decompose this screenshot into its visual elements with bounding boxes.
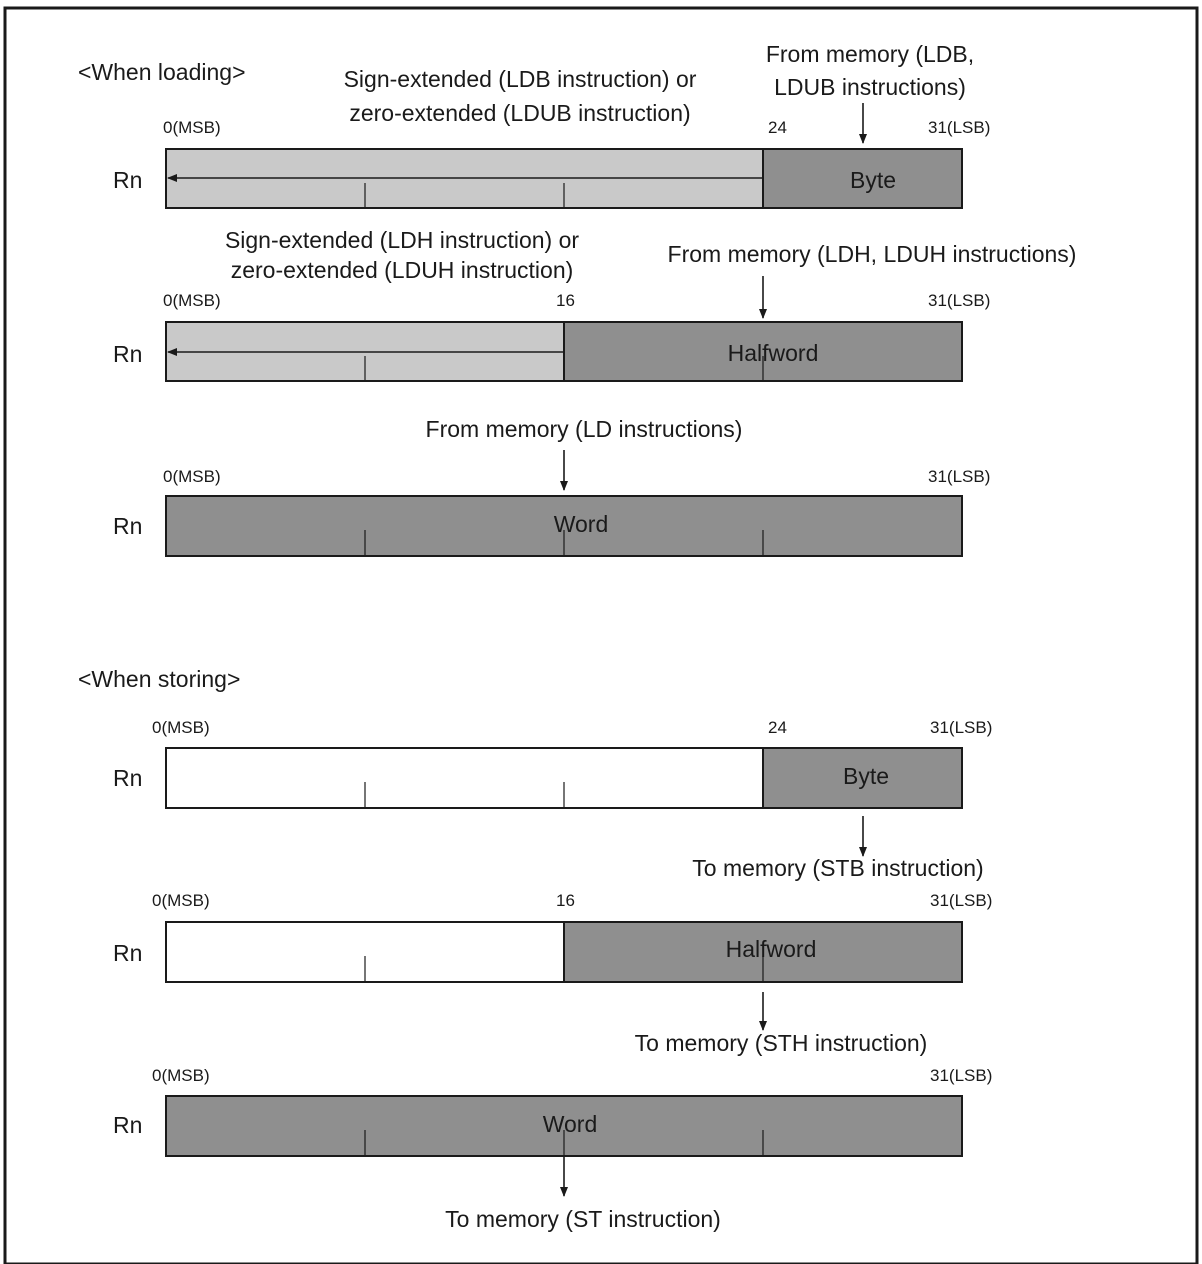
store-halfword-group: 0(MSB) 16 31(LSB) Rn Halfword To memory …: [113, 891, 992, 1056]
bit-label-lsb: 31(LSB): [928, 291, 990, 310]
register-byte-segment: [762, 148, 963, 209]
diagram-frame: [3, 6, 1199, 1264]
register-label: Rn: [113, 1112, 142, 1138]
load-byte-group: Sign-extended (LDB instruction) or zero-…: [113, 41, 990, 209]
bit-label-24: 24: [768, 718, 787, 737]
load-byte-extend-line1: Sign-extended (LDB instruction) or: [344, 66, 697, 92]
load-halfword-source: From memory (LDH, LDUH instructions): [668, 241, 1077, 267]
register-byte-segment: [762, 747, 963, 809]
load-halfword-group: Sign-extended (LDH instruction) or zero-…: [113, 227, 1077, 382]
load-byte-extend-line2: zero-extended (LDUB instruction): [349, 100, 690, 126]
bit-label-msb: 0(MSB): [152, 718, 210, 737]
store-byte-destination: To memory (STB instruction): [692, 855, 983, 881]
bit-label-msb: 0(MSB): [152, 1066, 210, 1085]
store-word-destination: To memory (ST instruction): [445, 1206, 721, 1232]
storing-heading: <When storing>: [78, 666, 240, 692]
load-halfword-extend-line1: Sign-extended (LDH instruction) or: [225, 227, 579, 253]
bit-label-msb: 0(MSB): [163, 118, 221, 137]
halfword-segment-label: Halfword: [726, 936, 817, 962]
loading-heading: <When loading>: [78, 59, 246, 85]
bit-label-msb: 0(MSB): [163, 291, 221, 310]
bit-label-lsb: 31(LSB): [930, 718, 992, 737]
store-halfword-destination: To memory (STH instruction): [635, 1030, 928, 1056]
load-word-source: From memory (LD instructions): [426, 416, 743, 442]
load-word-group: From memory (LD instructions) 0(MSB) 31(…: [113, 416, 990, 557]
word-segment-label: Word: [554, 511, 609, 537]
byte-segment-label: Byte: [850, 167, 896, 193]
bit-label-lsb: 31(LSB): [928, 467, 990, 486]
halfword-segment-label: Halfword: [728, 340, 819, 366]
register-label: Rn: [113, 765, 142, 791]
bit-label-lsb: 31(LSB): [928, 118, 990, 137]
store-word-group: 0(MSB) 31(LSB) Rn Word To memory (ST ins…: [113, 1066, 992, 1232]
register-label: Rn: [113, 513, 142, 539]
load-byte-source-line1: From memory (LDB,: [766, 41, 974, 67]
bit-label-lsb: 31(LSB): [930, 1066, 992, 1085]
load-byte-source-line2: LDUB instructions): [774, 74, 966, 100]
bit-label-24: 24: [768, 118, 787, 137]
bit-label-16: 16: [556, 291, 575, 310]
bit-label-16: 16: [556, 891, 575, 910]
register-label: Rn: [113, 940, 142, 966]
load-halfword-extend-line2: zero-extended (LDUH instruction): [231, 257, 574, 283]
bit-label-msb: 0(MSB): [163, 467, 221, 486]
register-label: Rn: [113, 167, 142, 193]
bit-label-msb: 0(MSB): [152, 891, 210, 910]
store-byte-group: 0(MSB) 24 31(LSB) Rn Byte To memory (STB…: [113, 718, 992, 881]
register-label: Rn: [113, 341, 142, 367]
register-unused-bits: [165, 747, 764, 809]
bit-label-lsb: 31(LSB): [930, 891, 992, 910]
word-segment-label: Word: [543, 1111, 598, 1137]
byte-segment-label: Byte: [843, 763, 889, 789]
